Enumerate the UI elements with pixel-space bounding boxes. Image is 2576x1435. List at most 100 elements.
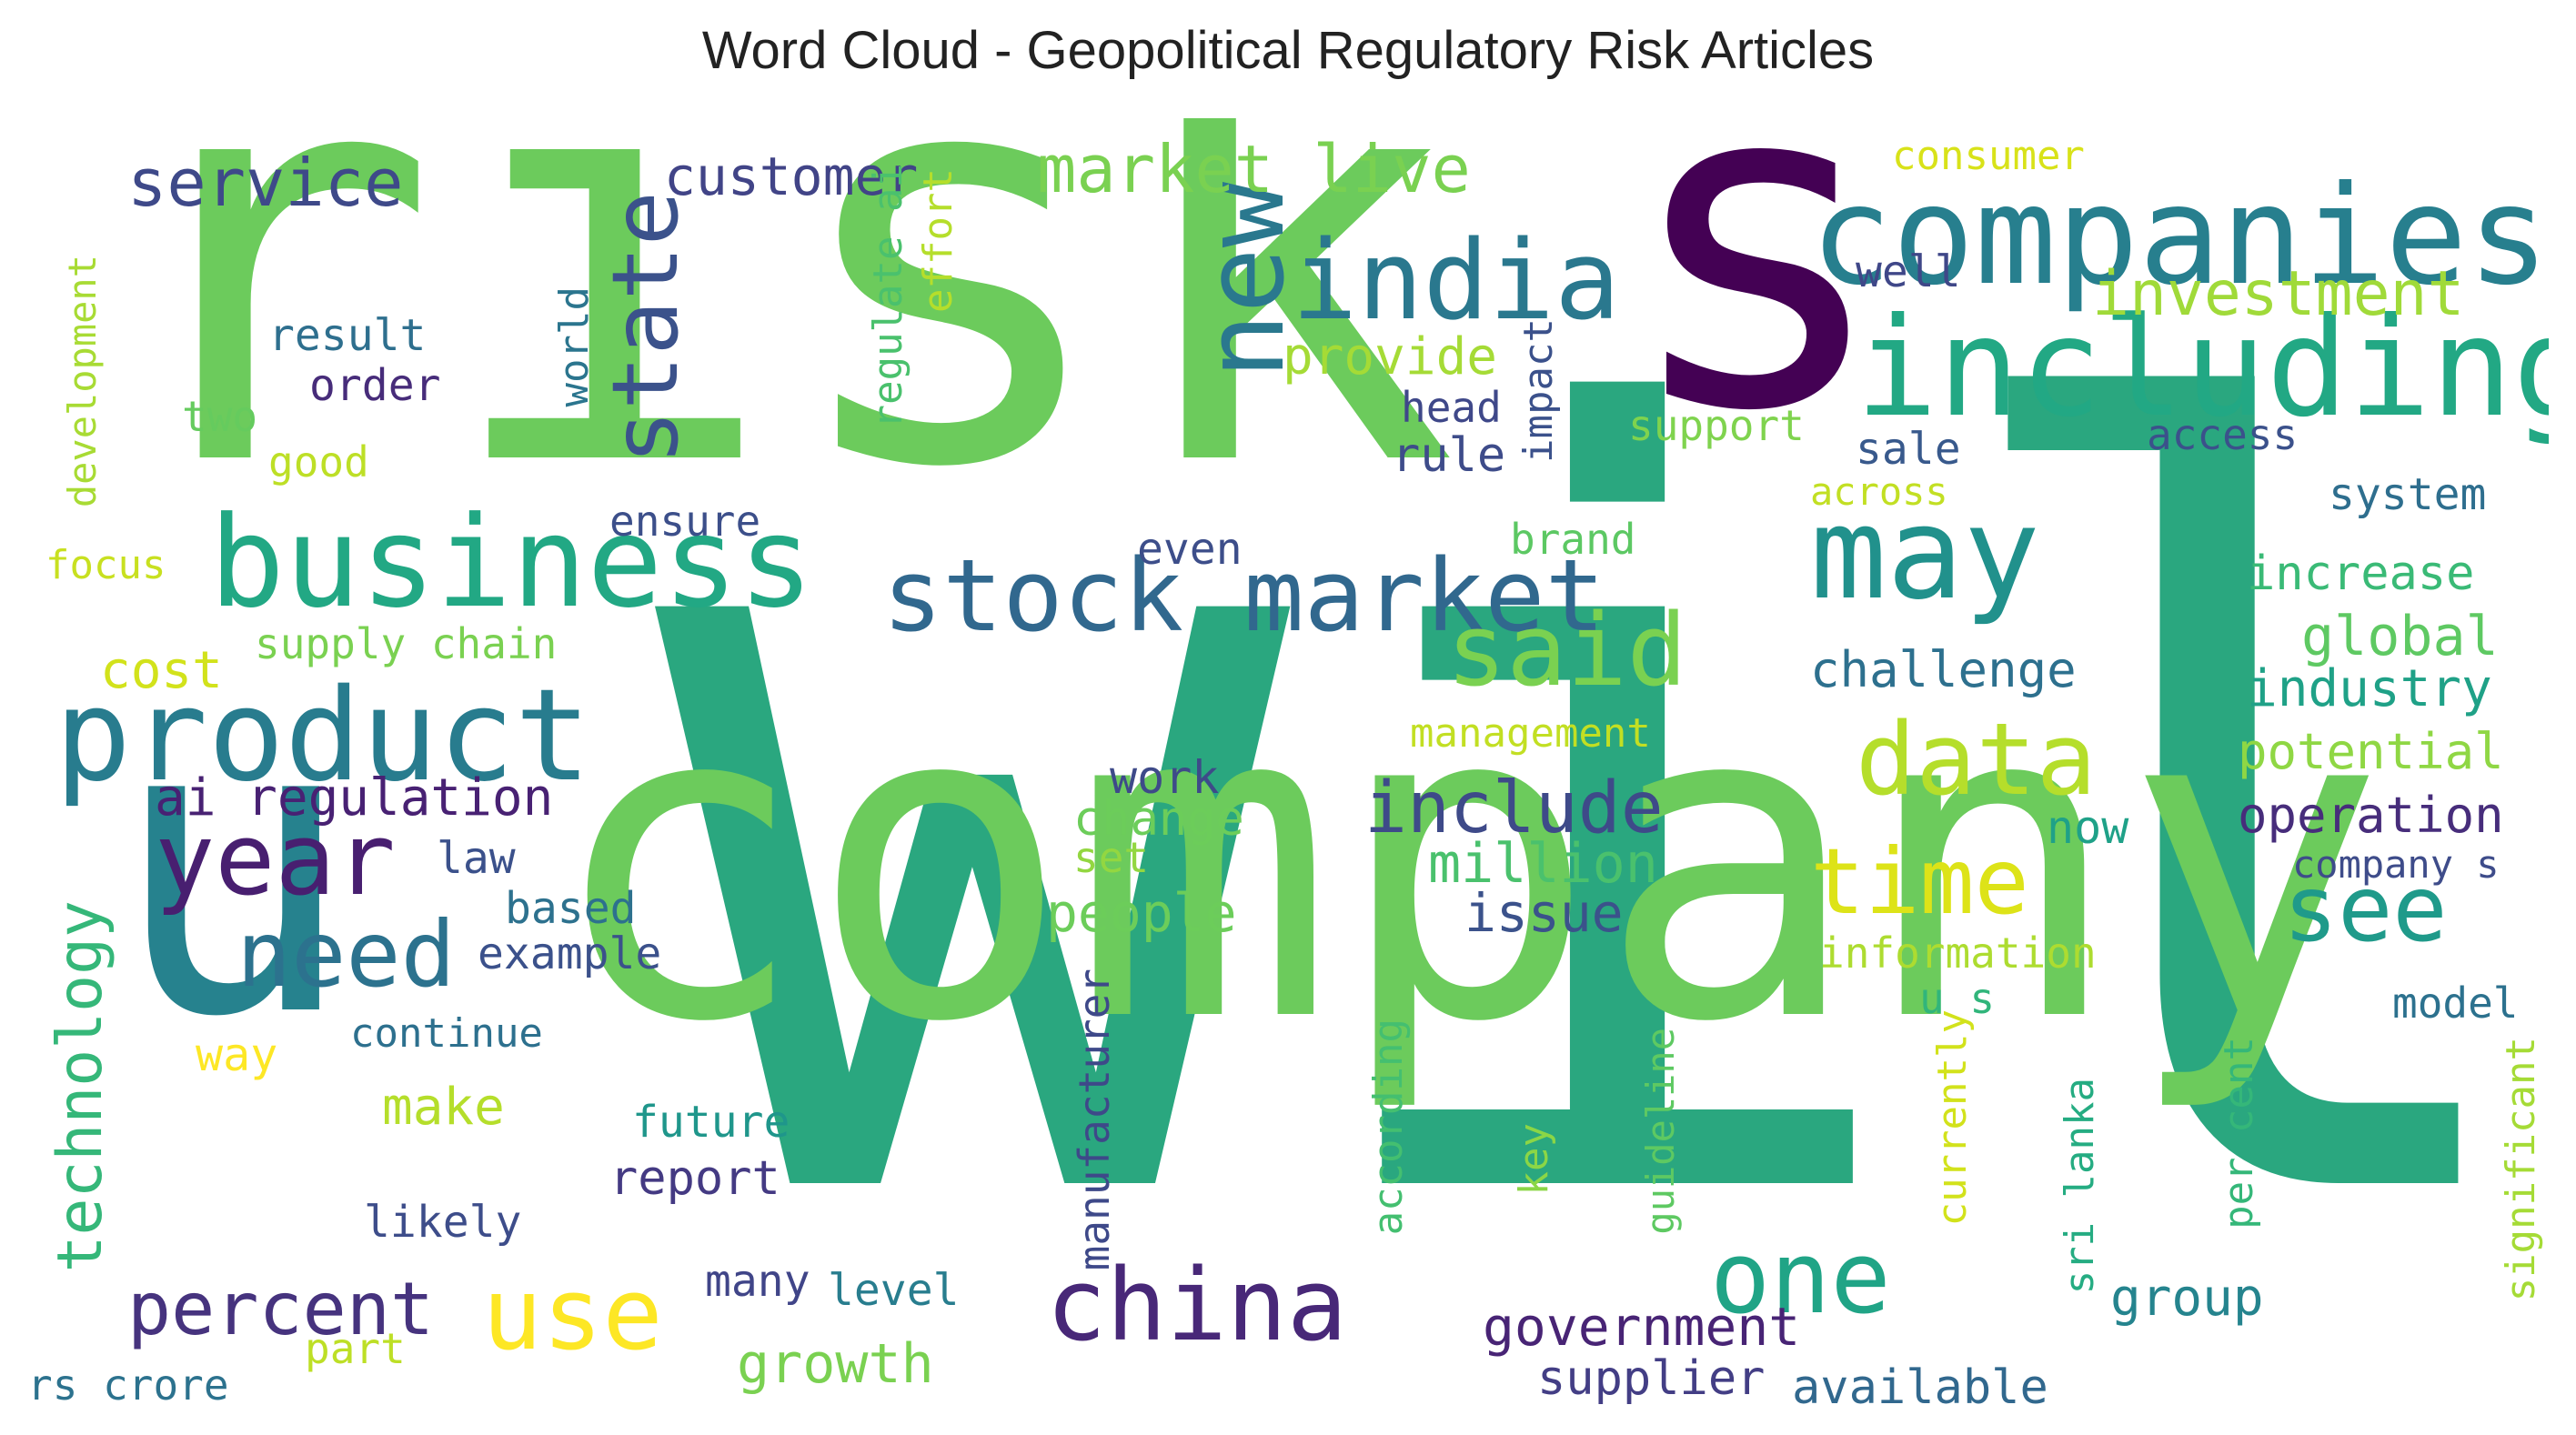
cloud-word-product: product	[55, 662, 592, 810]
cloud-word-issue: issue	[1464, 882, 1624, 944]
cloud-word-regulate-ai: regulate ai	[865, 164, 911, 429]
cloud-word-many: many	[705, 1256, 810, 1307]
cloud-word-sale: sale	[1856, 424, 1961, 475]
cloud-word-result: result	[268, 310, 427, 361]
cloud-word-head: head	[1401, 383, 1502, 432]
cloud-word-provide: provide	[1283, 327, 1498, 386]
cloud-word-level: level	[828, 1265, 960, 1316]
cloud-word-rule: rule	[1392, 428, 1506, 483]
cloud-word-million: million	[1428, 832, 1658, 896]
cloud-word-including: including	[1856, 289, 2549, 447]
cloud-word-based: based	[505, 883, 637, 934]
cloud-word-consumer: consumer	[1892, 133, 2085, 179]
cloud-word-include: include	[1364, 768, 1664, 849]
cloud-word-world: world	[551, 286, 598, 407]
cloud-word-report: report	[609, 1151, 780, 1206]
cloud-word-change: change	[1073, 792, 1244, 847]
cloud-word-ensure: ensure	[609, 497, 761, 546]
cloud-word-challenge: challenge	[1810, 641, 2077, 698]
cloud-word-effort: effort	[915, 168, 961, 313]
cloud-word-now: now	[2047, 801, 2129, 854]
cloud-word-market-live: market live	[1037, 131, 1471, 207]
cloud-word-example: example	[478, 928, 662, 979]
cloud-word-available: available	[1792, 1360, 2048, 1415]
cloud-word-across: across	[1810, 469, 1948, 514]
cloud-word-business: business	[209, 489, 814, 636]
cloud-word-likely: likely	[364, 1197, 522, 1248]
cloud-word-year: year	[155, 801, 396, 918]
cloud-word-two: two	[182, 392, 258, 441]
cloud-word-state: state	[592, 191, 699, 466]
cloud-word-u: u	[109, 630, 356, 1107]
cloud-word-growth: growth	[737, 1332, 934, 1396]
cloud-word-well: well	[1856, 246, 1961, 297]
cloud-word-even: even	[1137, 524, 1243, 575]
cloud-word-support: support	[1628, 401, 1805, 450]
cloud-word-model: model	[2392, 978, 2519, 1028]
cloud-word-good: good	[268, 437, 369, 487]
cloud-word-manufacturer: manufacturer	[1070, 968, 1119, 1271]
cloud-word-industry: industry	[2247, 659, 2492, 718]
cloud-word-u-s: u s	[1919, 974, 1996, 1023]
cloud-word-service: service	[127, 145, 404, 221]
cloud-word-law: law	[437, 833, 516, 884]
cloud-word-supply-chain: supply chain	[255, 619, 558, 668]
cloud-word-global: global	[2301, 605, 2499, 668]
cloud-word-stock-market: stock market	[882, 537, 1605, 654]
cloud-word-may: may	[1810, 480, 2040, 628]
cloud-word-key: key	[1511, 1123, 1557, 1196]
cloud-word-system: system	[2329, 469, 2487, 520]
cloud-word-investment: investment	[2092, 258, 2465, 330]
cloud-word-impact: impact	[1515, 318, 1562, 463]
cloud-word-company-s: company s	[2292, 842, 2500, 887]
cloud-word-ai-regulation: ai regulation	[155, 768, 554, 828]
cloud-word-technology: technology	[45, 900, 116, 1273]
cloud-word-sri-lanka: sri lanka	[2057, 1078, 2103, 1295]
cloud-word-per-cent: per cent	[2216, 1037, 2262, 1229]
cloud-word-set: set	[1073, 833, 1150, 882]
cloud-word-company: company	[546, 609, 2386, 1118]
cloud-word-part: part	[305, 1324, 406, 1373]
cloud-word-s: s	[1619, 118, 1894, 510]
cloud-word-time: time	[1810, 828, 2029, 935]
cloud-word-need: need	[236, 901, 456, 1008]
cloud-word-brand: brand	[1510, 515, 1636, 564]
cloud-word-focus: focus	[45, 542, 166, 588]
cloud-word-future: future	[632, 1097, 790, 1148]
cloud-word-information: information	[1819, 928, 2097, 978]
cloud-word-significant: significant	[2498, 1037, 2544, 1302]
cloud-word-cost: cost	[100, 641, 223, 700]
cloud-word-currently: currently	[1929, 1009, 1976, 1227]
cloud-word-supplier: supplier	[1537, 1351, 1766, 1406]
cloud-word-customer: customer	[664, 146, 919, 207]
cloud-word-according: according	[1365, 1019, 1412, 1236]
cloud-word-percent: percent	[127, 1267, 435, 1351]
cloud-word-make: make	[382, 1078, 505, 1137]
cloud-word-order: order	[309, 360, 441, 411]
cloud-word-group: group	[2110, 1269, 2264, 1328]
cloud-word-risk: risk	[100, 118, 1459, 591]
cloud-word-said: said	[1446, 592, 1687, 708]
word-cloud-title: Word Cloud - Geopolitical Regulatory Ris…	[701, 21, 1875, 80]
cloud-word-people: people	[1046, 882, 1237, 944]
cloud-word-government: government	[1483, 1296, 1801, 1358]
cloud-word-management: management	[1410, 710, 1651, 757]
cloud-word-work: work	[1110, 751, 1220, 804]
cloud-word-continue: continue	[350, 1010, 543, 1057]
cloud-word-guideline: guideline	[1638, 1028, 1683, 1235]
cloud-word-rs-crore: rs crore	[27, 1360, 229, 1410]
cloud-word-see: see	[2283, 856, 2448, 962]
cloud-word-china: china	[1046, 1247, 1348, 1363]
cloud-word-data: data	[1856, 701, 2097, 818]
cloud-word-one: one	[1710, 1219, 1891, 1336]
cloud-word-way: way	[196, 1029, 278, 1081]
cloud-word-companies: companies	[1810, 157, 2549, 316]
cloud-word-access: access	[2147, 410, 2299, 459]
cloud-word-use: use	[482, 1256, 663, 1372]
cloud-word-india: india	[1292, 218, 1621, 345]
cloud-word-development: development	[60, 255, 105, 508]
cloud-word-potential: potential	[2238, 723, 2504, 780]
cloud-word-will: will	[655, 204, 2549, 1419]
cloud-word-increase: increase	[2247, 547, 2475, 601]
